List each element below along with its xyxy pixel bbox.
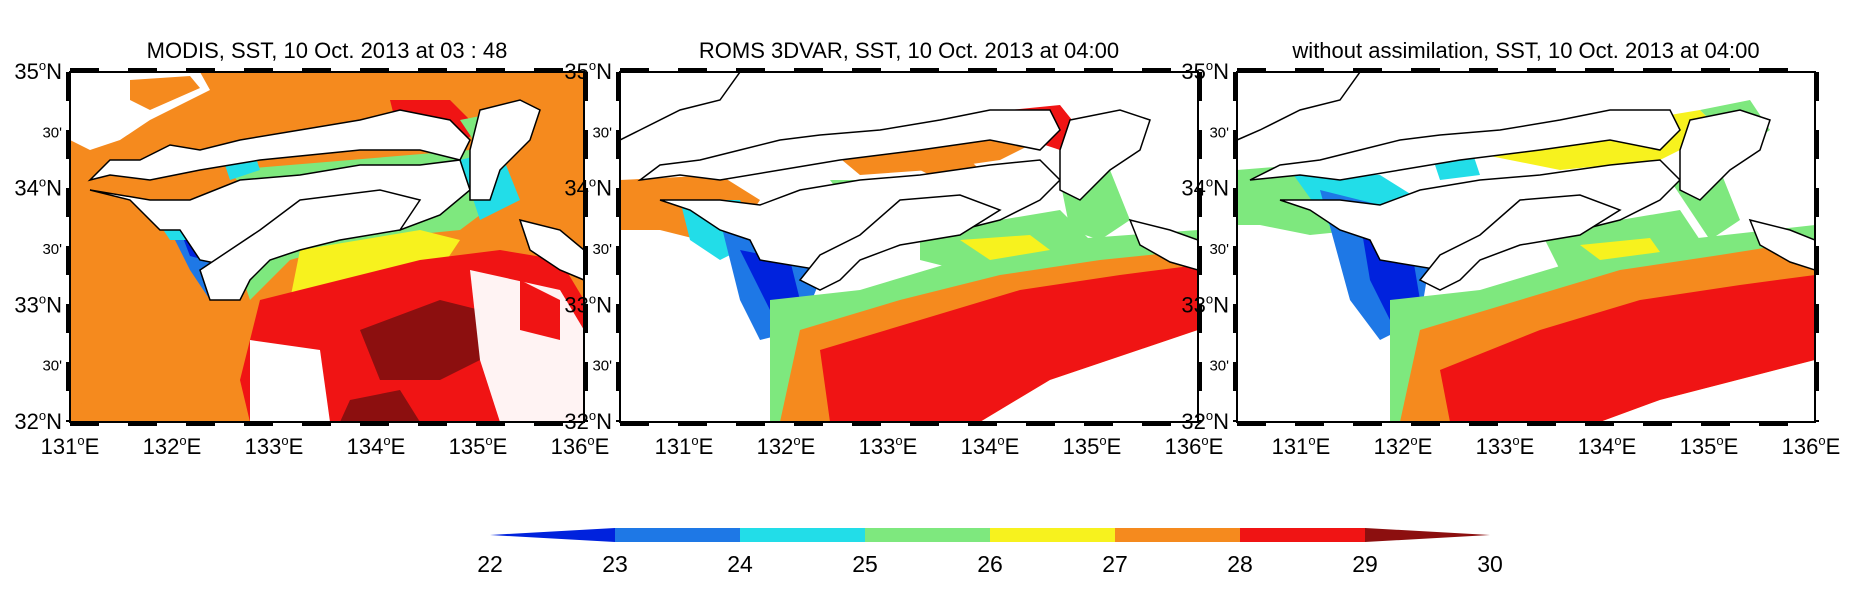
colorbar-segment — [1365, 528, 1490, 542]
lat-tick-label: 30' — [42, 124, 62, 141]
colorbar-tick-label: 29 — [1352, 551, 1378, 577]
lat-tick-label: 34oN — [564, 175, 612, 201]
lon-tick-label: 135oE — [449, 433, 508, 459]
lat-tick-label: 30' — [592, 241, 612, 258]
frame-ticks — [1233, 68, 1819, 426]
colorbar-tick-label: 25 — [852, 551, 878, 577]
lon-tick-label: 131oE — [655, 433, 714, 459]
lat-tick-label: 34oN — [1181, 175, 1229, 201]
lat-tick-label: 30' — [592, 124, 612, 141]
lat-tick-label: 34oN — [14, 175, 62, 201]
land-mask — [1237, 72, 1815, 291]
panel-without-assimilation: without assimilation, SST, 10 Oct. 2013 … — [1236, 38, 1816, 423]
panel-modis: MODIS, SST, 10 Oct. 2013 at 03 : 48 — [69, 38, 585, 423]
panel-roms-3dvar: ROMS 3DVAR, SST, 10 Oct. 2013 at 04:00 — [619, 38, 1199, 423]
sst-field — [620, 105, 1198, 422]
panel-title: MODIS, SST, 10 Oct. 2013 at 03 : 48 — [147, 38, 508, 63]
lon-tick-label: 135oE — [1680, 433, 1739, 459]
colorbar-tick-label: 28 — [1227, 551, 1253, 577]
lat-tick-label: 30' — [1209, 241, 1229, 258]
lon-tick-label: 133oE — [1476, 433, 1535, 459]
colorbar-tick-label: 23 — [602, 551, 628, 577]
frame-ticks — [616, 68, 1202, 426]
lon-tick-label: 136oE — [551, 433, 610, 459]
lon-tick-label: 136oE — [1782, 433, 1841, 459]
lat-tick-label: 35oN — [1181, 58, 1229, 84]
lon-tick-label: 133oE — [859, 433, 918, 459]
lat-tick-label: 30' — [1209, 124, 1229, 141]
colorbar-segment — [615, 528, 740, 542]
panel-title: without assimilation, SST, 10 Oct. 2013 … — [1291, 38, 1759, 63]
lat-tick-label: 35oN — [14, 58, 62, 84]
lon-tick-label: 134oE — [347, 433, 406, 459]
lat-tick-label: 30' — [42, 241, 62, 258]
colorbar-segment — [490, 528, 615, 542]
colorbar-tick-label: 24 — [727, 551, 753, 577]
lat-tick-label: 33oN — [1181, 291, 1229, 317]
lon-tick-label: 132oE — [1374, 433, 1433, 459]
colorbar-segment — [1240, 528, 1365, 542]
colorbar-segment — [1115, 528, 1240, 542]
lat-tick-label: 32oN — [14, 408, 62, 434]
lat-tick-label: 35oN — [564, 58, 612, 84]
lat-tick-label: 30' — [1209, 358, 1229, 375]
lon-tick-label: 134oE — [1578, 433, 1637, 459]
lon-tick-label: 132oE — [757, 433, 816, 459]
lon-tick-label: 133oE — [245, 433, 304, 459]
lon-tick-label: 131oE — [1272, 433, 1331, 459]
panel-title: ROMS 3DVAR, SST, 10 Oct. 2013 at 04:00 — [699, 38, 1119, 63]
lon-tick-label: 136oE — [1165, 433, 1224, 459]
land-mask — [70, 72, 584, 301]
lat-tick-label: 32oN — [1181, 408, 1229, 434]
lat-tick-label: 30' — [592, 358, 612, 375]
frame-ticks — [66, 68, 588, 426]
lon-tick-label: 132oE — [143, 433, 202, 459]
land-mask — [620, 72, 1198, 291]
lat-tick-label: 33oN — [564, 291, 612, 317]
lon-tick-label: 131oE — [41, 433, 100, 459]
lat-tick-label: 33oN — [14, 291, 62, 317]
lon-tick-label: 135oE — [1063, 433, 1122, 459]
colorbar-segment — [990, 528, 1115, 542]
colorbar-tick-label: 26 — [977, 551, 1003, 577]
lat-tick-label: 30' — [42, 358, 62, 375]
colorbar-segment — [740, 528, 865, 542]
colorbar-segment — [865, 528, 990, 542]
lat-tick-label: 32oN — [564, 408, 612, 434]
lon-tick-label: 134oE — [961, 433, 1020, 459]
colorbar-tick-label: 30 — [1477, 551, 1503, 577]
colorbar-tick-label: 27 — [1102, 551, 1128, 577]
colorbar: 22 23 24 25 26 27 28 29 30 — [477, 528, 1503, 577]
colorbar-tick-label: 22 — [477, 551, 503, 577]
